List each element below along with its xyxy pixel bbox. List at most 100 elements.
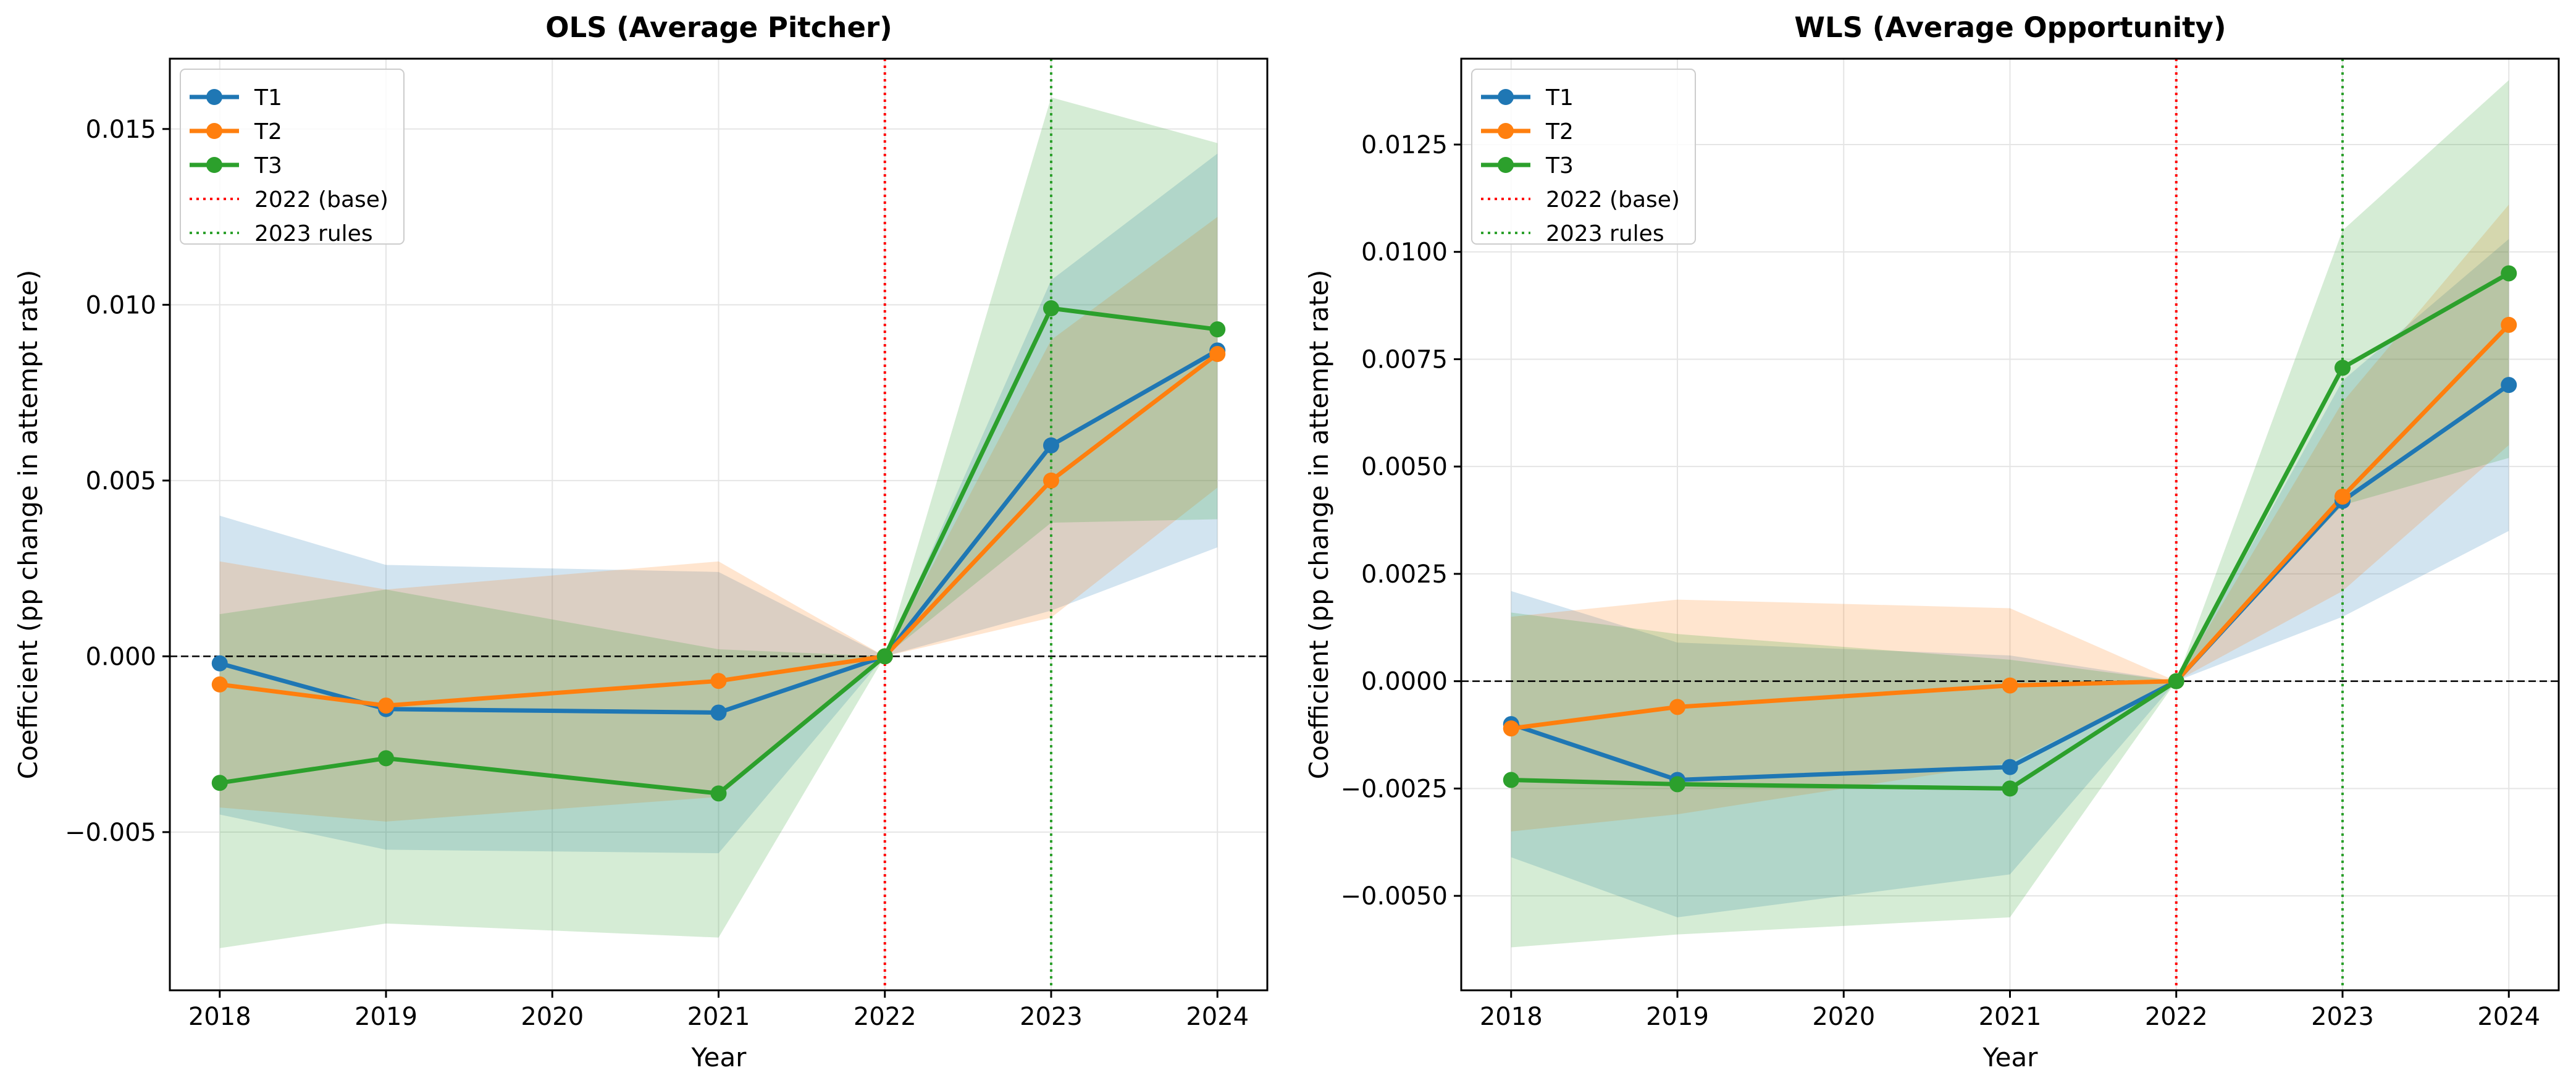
legend-marker-t2 xyxy=(206,123,222,139)
legend-marker-t1 xyxy=(206,89,222,105)
y-tick-label: 0.0100 xyxy=(1361,238,1448,267)
confidence-bands xyxy=(1511,80,2509,948)
series-line-t3 xyxy=(1511,271,2510,791)
point-t2 xyxy=(2501,316,2517,333)
reference-lines xyxy=(170,59,1267,990)
point-t3 xyxy=(2002,780,2018,797)
point-t3 xyxy=(1043,300,1059,317)
ci-band-t2 xyxy=(219,217,1218,822)
point-t3 xyxy=(1669,776,1686,793)
point-t3 xyxy=(2334,360,2351,376)
y-axis-label: Coefficient (pp change in attempt rate) xyxy=(1304,270,1334,780)
y-axis-label: Coefficient (pp change in attempt rate) xyxy=(13,270,43,780)
x-tick-label: 2018 xyxy=(188,1003,251,1031)
legend: T1 T2 T3 2022 (base) 2023 rules xyxy=(1471,69,1696,246)
x-tick-label: 2021 xyxy=(687,1003,750,1031)
y-tick-label: 0.015 xyxy=(85,116,156,144)
chart-title: WLS (Average Opportunity) xyxy=(1794,11,2226,44)
x-tick-label: 2022 xyxy=(854,1003,917,1031)
legend-label: 2022 (base) xyxy=(1546,187,1680,213)
point-t2 xyxy=(710,673,727,689)
legend-label: 2023 rules xyxy=(1546,221,1664,246)
point-t2 xyxy=(1503,720,1519,737)
x-tick-label: 2019 xyxy=(1646,1003,1709,1031)
point-t1 xyxy=(2002,759,2018,775)
y-tick-label: 0.0050 xyxy=(1361,453,1448,481)
point-t2 xyxy=(1209,346,1226,363)
x-ticks: 2018 2019 2020 2021 2022 2023 2024 xyxy=(188,990,1249,1031)
ci-band-t2 xyxy=(1511,204,2509,832)
ci-band-t3 xyxy=(1511,80,2509,948)
y-tick-label: 0.005 xyxy=(85,467,156,495)
y-tick-label: −0.005 xyxy=(65,819,156,847)
chart-title: OLS (Average Pitcher) xyxy=(545,11,892,44)
y-tick-label: 0.0075 xyxy=(1361,345,1448,374)
legend-label: T2 xyxy=(1545,119,1574,145)
ci-band-t1 xyxy=(219,153,1218,854)
legend-label: T3 xyxy=(1545,153,1574,179)
point-t2 xyxy=(378,697,395,714)
x-axis-label: Year xyxy=(1982,1042,2039,1072)
confidence-bands xyxy=(219,97,1218,948)
legend-marker-t3 xyxy=(1498,157,1514,173)
x-ticks: 2018 2019 2020 2021 2022 2023 2024 xyxy=(1480,990,2540,1031)
legend-label: T3 xyxy=(254,153,282,179)
x-tick-label: 2022 xyxy=(2145,1003,2208,1031)
ci-band-t1 xyxy=(1511,238,2509,917)
x-tick-label: 2020 xyxy=(1812,1003,1875,1031)
y-ticks: −0.005 0.000 0.005 0.010 0.015 xyxy=(65,116,170,847)
x-tick-label: 2024 xyxy=(2477,1003,2540,1031)
y-tick-label: 0.0000 xyxy=(1361,668,1448,696)
series-line-t2 xyxy=(219,352,1219,708)
legend-marker-t3 xyxy=(206,157,222,173)
point-t3 xyxy=(876,648,893,665)
series-line-t1 xyxy=(1510,383,2511,782)
point-t1 xyxy=(211,655,228,672)
legend-label: 2022 (base) xyxy=(254,187,388,213)
panel-ols: OLS (Average Pitcher) 2018 2019 2020 2021 20… xyxy=(13,11,1269,1072)
grid xyxy=(170,59,1267,990)
point-t2 xyxy=(211,676,228,693)
series-line-t2 xyxy=(1511,323,2511,731)
point-t2 xyxy=(2002,677,2018,694)
legend-box xyxy=(180,69,405,245)
series-lines xyxy=(219,306,1219,796)
legend-box xyxy=(1471,69,1696,245)
point-t2 xyxy=(1669,699,1686,715)
legend-label: 2023 rules xyxy=(254,221,373,246)
y-tick-label: −0.0050 xyxy=(1341,882,1448,911)
legend-label: T1 xyxy=(1545,85,1574,111)
legend: T1 T2 T3 2022 (base) 2023 rules xyxy=(180,69,405,246)
point-t1 xyxy=(710,704,727,721)
legend-marker-t2 xyxy=(1498,123,1514,139)
point-t3 xyxy=(378,750,395,767)
y-tick-label: 0.0125 xyxy=(1361,131,1448,159)
y-tick-label: 0.0025 xyxy=(1361,560,1448,589)
legend-label: T2 xyxy=(254,119,282,145)
ci-band-t3 xyxy=(219,97,1218,948)
x-tick-label: 2021 xyxy=(1979,1003,2042,1031)
legend-label: T1 xyxy=(254,85,282,111)
point-t3 xyxy=(2168,673,2184,689)
point-t3 xyxy=(2501,265,2517,282)
point-t2 xyxy=(2334,488,2351,505)
point-t3 xyxy=(710,785,727,802)
series-markers xyxy=(211,300,1226,802)
y-tick-label: 0.000 xyxy=(85,642,156,671)
y-tick-label: −0.0025 xyxy=(1341,775,1448,803)
series-lines xyxy=(1510,271,2511,791)
y-ticks: −0.0050 −0.0025 0.0000 0.0025 0.0050 0.0075 0.… xyxy=(1341,131,1461,911)
y-tick-label: 0.010 xyxy=(85,291,156,319)
x-tick-label: 2023 xyxy=(1020,1003,1083,1031)
series-line-t3 xyxy=(219,306,1218,796)
x-tick-label: 2023 xyxy=(2311,1003,2374,1031)
series-markers xyxy=(1503,265,2517,797)
x-axis-label: Year xyxy=(691,1042,747,1072)
x-tick-label: 2020 xyxy=(521,1003,584,1031)
point-t3 xyxy=(1503,772,1519,788)
legend-marker-t1 xyxy=(1498,89,1514,105)
x-tick-label: 2018 xyxy=(1480,1003,1543,1031)
point-t1 xyxy=(1043,437,1059,453)
point-t2 xyxy=(1043,472,1059,489)
